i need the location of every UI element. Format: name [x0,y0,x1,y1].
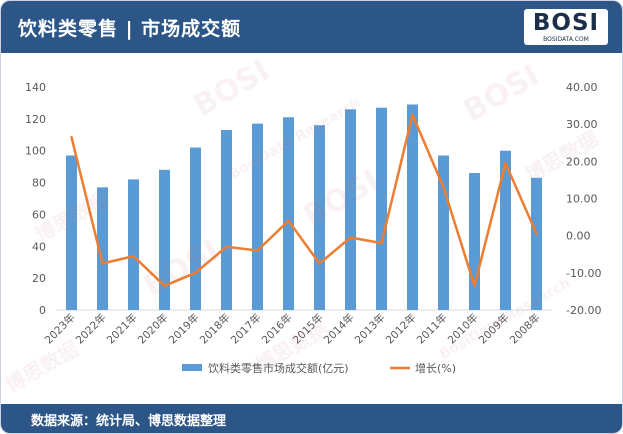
y-left-tick-label: 100 [25,145,46,158]
y-right-tick-label: -10.00 [566,267,601,280]
legend-line-label: 增长(%) [415,361,456,375]
bar [128,179,139,310]
bar [438,155,449,310]
y-left-tick-label: 20 [32,272,46,285]
x-tick-label: 2018年 [197,311,233,347]
header-bar: 饮料类零售 | 市场成交额 BOSI BOSIDATA.COM [1,1,622,53]
bar [252,123,263,310]
y-left-tick-label: 40 [32,240,46,253]
x-tick-label: 2014年 [321,311,357,347]
growth-point [256,249,259,252]
y-left-tick-label: 120 [25,113,46,126]
y-right-tick-label: 40.00 [566,81,598,94]
growth-point [349,236,352,239]
legend-bar-label: 饮料类零售市场成交额(亿元) [208,361,349,375]
page-title: 饮料类零售 | 市场成交额 [18,18,242,40]
x-tick-label: 2020年 [135,311,171,347]
growth-line [70,113,538,288]
y-right-tick-label: 30.00 [566,118,598,131]
growth-point [287,219,290,222]
bar [97,187,108,310]
growth-point [101,262,104,265]
x-tick-label: 2023年 [42,311,78,347]
x-tick-label: 2011年 [414,311,450,347]
x-tick-label: 2017年 [228,311,264,347]
bar [469,173,480,310]
bar [221,130,232,310]
growth-point [318,262,321,265]
bar [500,150,511,310]
growth-point [380,241,383,245]
growth-point [70,135,73,139]
y-left-tick-label: 0 [39,304,46,317]
y-left-tick-label: 140 [25,81,46,94]
legend-bar-swatch [182,364,202,371]
growth-point [132,254,135,258]
x-tick-label: 2016年 [259,311,295,347]
x-tick-label: 2015年 [290,311,326,347]
data-source: 数据来源：统计局、博思数据整理 [31,414,227,429]
bar [376,107,387,310]
bar [159,169,170,310]
bar [345,109,356,310]
bosi-logo: BOSI BOSIDATA.COM [524,9,608,45]
y-right-tick-label: 20.00 [566,155,598,168]
combo-chart: 140 120 100 80 60 40 20 0 40.00 30.00 20.00 10.00 0.… [25,81,601,375]
footer-bar: 数据来源：统计局、博思数据整理 [1,404,622,433]
x-tick-label: 2022年 [73,311,109,347]
bar [531,177,542,310]
x-tick-label: 2019年 [166,311,202,347]
growth-point [225,245,228,249]
growth-point [194,271,197,275]
bar [314,125,325,310]
logo-subtitle: BOSIDATA.COM [543,36,589,43]
bar [190,147,201,310]
x-tick-label: 2008年 [507,311,543,347]
y-right-tick-label: 10.00 [566,193,598,206]
y-left-tick-label: 80 [32,177,46,190]
bar [283,117,294,310]
logo-text: BOSI [532,10,600,36]
y-right-tick-label: 0.00 [566,230,591,243]
growth-point [411,113,414,117]
y-right-tick-label: -20.00 [566,304,601,317]
x-tick-label: 2012年 [383,311,419,347]
growth-point [473,284,476,288]
bar [66,155,77,310]
x-tick-label: 2021年 [104,311,140,347]
growth-point [163,284,166,288]
x-tick-label: 2010年 [445,311,481,347]
growth-point [535,232,538,236]
bar [407,104,418,310]
growth-point [442,186,445,189]
growth-point [504,161,507,165]
x-tick-label: 2013年 [352,311,388,347]
y-left-tick-label: 60 [32,208,46,221]
x-tick-label: 2009年 [476,311,512,347]
